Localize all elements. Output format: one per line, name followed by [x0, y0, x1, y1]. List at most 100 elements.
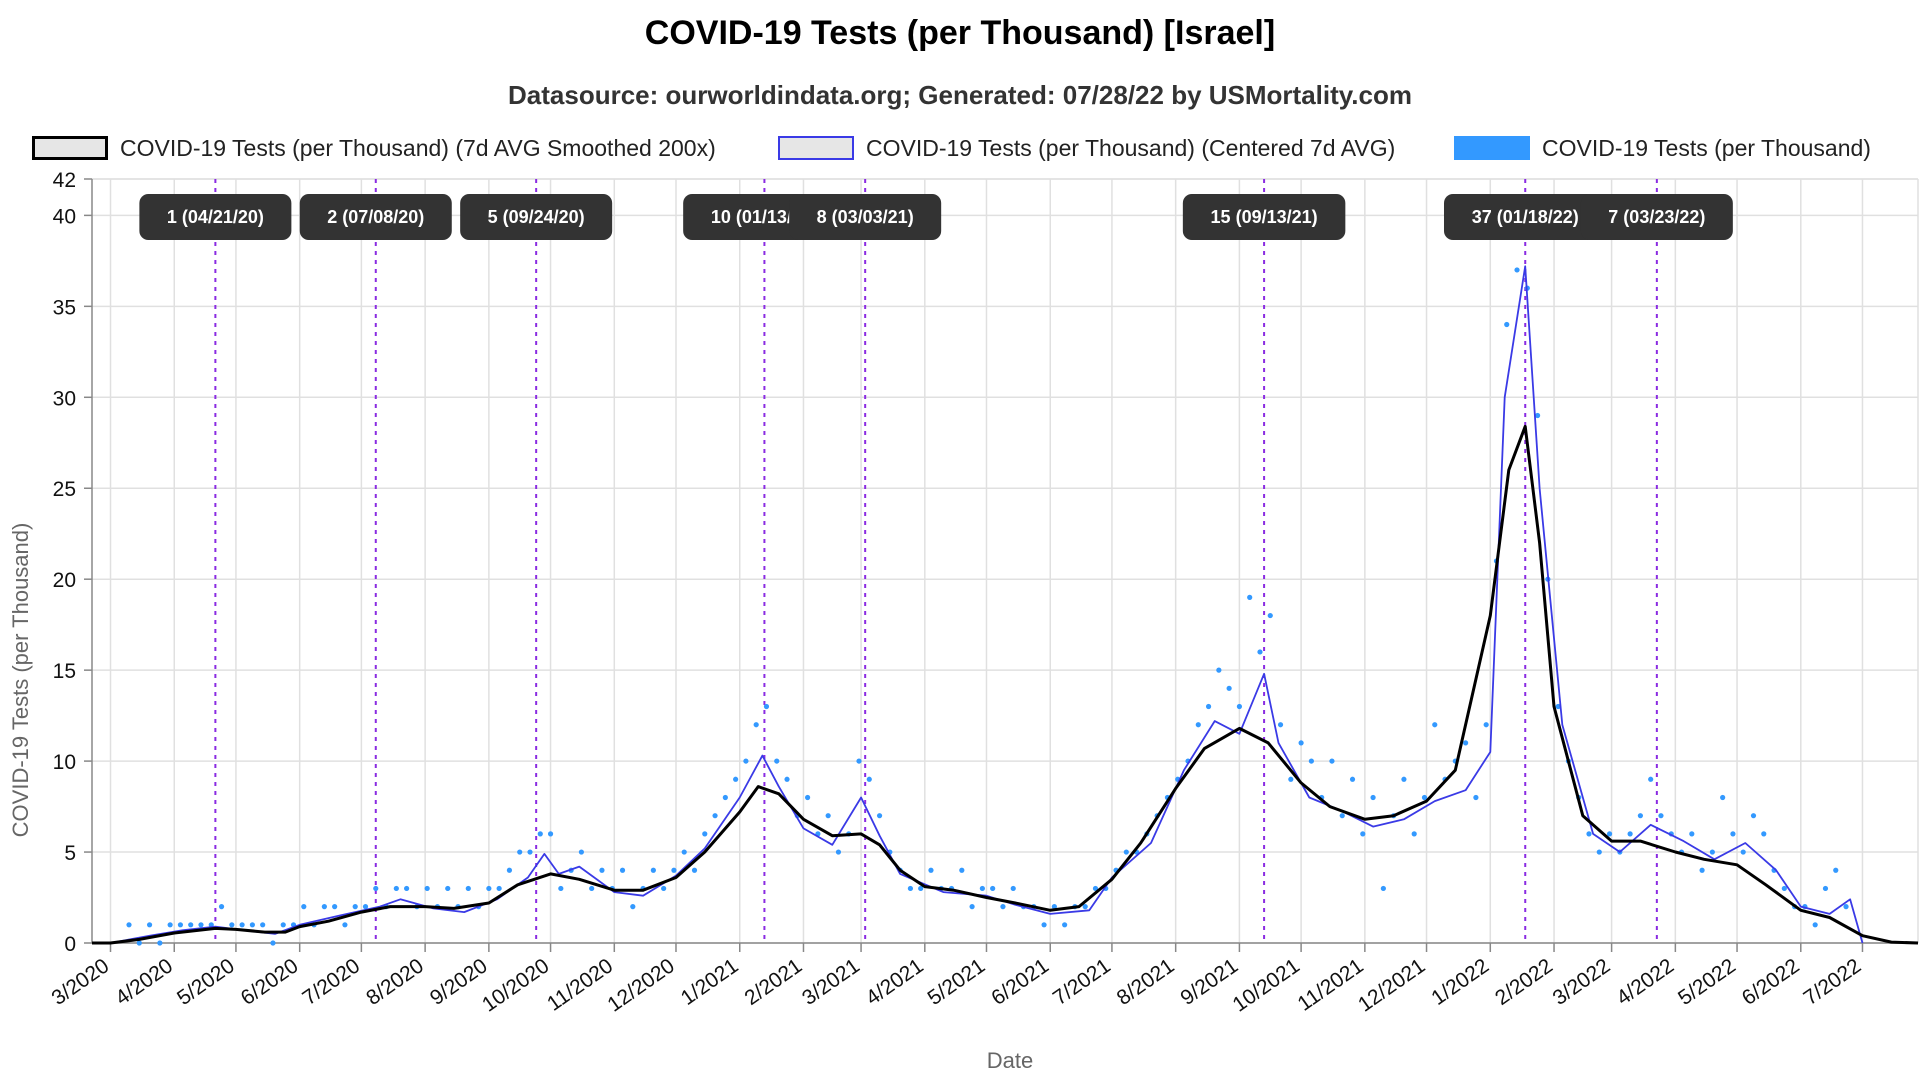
- annotation-text: 2 (07/08/20): [327, 207, 424, 227]
- y-tick-label: 15: [53, 660, 76, 683]
- annotation-text: 5 (09/24/20): [488, 207, 585, 227]
- raw-data-point: [804, 794, 811, 801]
- raw-data-point: [332, 904, 338, 910]
- legend-label-raw: COVID-19 Tests (per Thousand): [1542, 134, 1871, 161]
- y-axis-label: COVID-19 Tests (per Thousand): [8, 523, 33, 838]
- raw-data-point: [229, 922, 235, 928]
- raw-data-point: [671, 867, 677, 873]
- raw-data-point: [393, 885, 399, 892]
- raw-data-point: [517, 849, 523, 855]
- x-tick-label: 8/2021: [1113, 954, 1179, 1010]
- annotation-labels: 1 (04/21/20) 2 (07/08/20) 5 (09/24/20) 10 (…: [139, 194, 1733, 240]
- annotation-box: [299, 194, 452, 240]
- legend-item-centered[interactable]: COVID-19 Tests (per Thousand) (Centered …: [778, 130, 1395, 166]
- x-tick-label: 1/2021: [677, 954, 743, 1010]
- raw-data-point: [465, 885, 471, 892]
- raw-data-point: [1092, 885, 1099, 892]
- raw-data-point: [1699, 867, 1705, 873]
- raw-data-point: [1781, 885, 1787, 892]
- y-axis: 0 5 10 15 20 25 30 35 40 42: [53, 169, 93, 956]
- annotation-label: 37 (01/18/22): [1443, 194, 1607, 240]
- legend: COVID-19 Tests (per Thousand) (7d AVG Sm…: [0, 130, 1920, 166]
- annotation-label: 8 (03/03/21): [789, 194, 942, 240]
- x-tick-label: 3/2021: [798, 954, 864, 1010]
- x-tick-label: 7/2022: [1800, 954, 1866, 1010]
- raw-data-point: [558, 885, 564, 892]
- x-tick-label: 7/2020: [298, 954, 364, 1010]
- raw-data-point: [876, 813, 883, 819]
- raw-data-point: [1689, 831, 1695, 837]
- annotation-text: 8 (03/03/21): [817, 207, 914, 227]
- raw-data-point: [1216, 667, 1222, 673]
- x-tick-label: 2/2021: [741, 954, 807, 1010]
- grid: [92, 178, 1919, 944]
- raw-data-point: [1627, 831, 1633, 837]
- raw-data-point: [404, 885, 410, 892]
- annotation-text: 15 (09/13/21): [1211, 207, 1318, 227]
- raw-data-point: [1339, 813, 1345, 819]
- raw-data-point: [1720, 794, 1726, 801]
- raw-data-point: [1648, 776, 1654, 782]
- raw-data-point: [362, 904, 369, 910]
- raw-data-point: [1041, 922, 1047, 928]
- raw-data-point: [280, 922, 286, 928]
- legend-item-raw[interactable]: COVID-19 Tests (per Thousand): [1454, 130, 1871, 166]
- annotation-box: [460, 194, 613, 240]
- x-tick-label: 3/2020: [48, 954, 114, 1010]
- raw-data-point: [445, 885, 451, 892]
- y-tick-label: 0: [64, 933, 76, 956]
- annotation-text: 7 (03/23/22): [1608, 207, 1705, 227]
- raw-data-point: [1062, 922, 1068, 928]
- annotation-label: 15 (09/13/21): [1182, 194, 1346, 240]
- raw-data-point: [784, 776, 790, 782]
- raw-data-point: [918, 885, 924, 892]
- raw-data-point: [753, 722, 759, 728]
- x-tick-label: 10/2020: [478, 954, 553, 1016]
- raw-data-point: [1504, 321, 1510, 328]
- chart-title: COVID-19 Tests (per Thousand) [Israel]: [644, 14, 1276, 52]
- x-tick-label: 11/2020: [543, 954, 617, 1015]
- raw-data-point: [722, 794, 728, 801]
- raw-data-point: [1247, 594, 1253, 600]
- raw-data-point: [126, 922, 132, 928]
- x-tick-label: 4/2021: [862, 954, 928, 1010]
- raw-data-point: [1812, 922, 1818, 928]
- raw-data-point: [1000, 904, 1006, 910]
- annotation-text: 1 (04/21/20): [167, 207, 264, 227]
- raw-data-point: [959, 867, 965, 873]
- raw-data-point: [774, 758, 780, 764]
- raw-data-point: [856, 758, 862, 764]
- x-tick-label: 4/2020: [111, 954, 177, 1010]
- y-tick-label: 30: [53, 387, 76, 410]
- raw-data-point: [373, 885, 379, 892]
- raw-data-point: [188, 922, 194, 928]
- raw-data-point: [167, 922, 173, 928]
- raw-data-point: [1750, 813, 1757, 819]
- annotation-box: [139, 194, 292, 240]
- raw-data-point: [1277, 722, 1284, 728]
- raw-data-point: [1308, 758, 1314, 764]
- raw-data-point: [1463, 740, 1469, 746]
- raw-data-point: [1123, 849, 1129, 855]
- raw-data-point: [1195, 722, 1201, 728]
- raw-data-point: [1401, 776, 1407, 782]
- raw-data-point: [650, 867, 656, 873]
- raw-data-point: [342, 922, 348, 928]
- x-tick-label: 5/2022: [1674, 954, 1740, 1010]
- x-tick-label: 12/2021: [1354, 954, 1429, 1016]
- raw-data-point: [599, 867, 605, 873]
- raw-data-point: [589, 885, 595, 892]
- centered-7d-avg-line: [110, 265, 1864, 944]
- raw-data-point: [1421, 794, 1428, 801]
- legend-swatch-smoothed: [32, 136, 108, 160]
- raw-data-point: [1534, 412, 1541, 419]
- raw-data-point: [198, 922, 204, 928]
- legend-item-smoothed[interactable]: COVID-19 Tests (per Thousand) (7d AVG Sm…: [32, 130, 716, 166]
- y-tick-label: 10: [53, 751, 76, 774]
- raw-data-point: [1833, 867, 1839, 873]
- x-tick-label: 5/2020: [173, 954, 239, 1010]
- annotation-label: 1 (04/21/20): [139, 194, 292, 240]
- x-tick-label: 6/2020: [237, 954, 303, 1010]
- raw-data-point: [630, 904, 636, 910]
- raw-data-point: [1730, 831, 1736, 837]
